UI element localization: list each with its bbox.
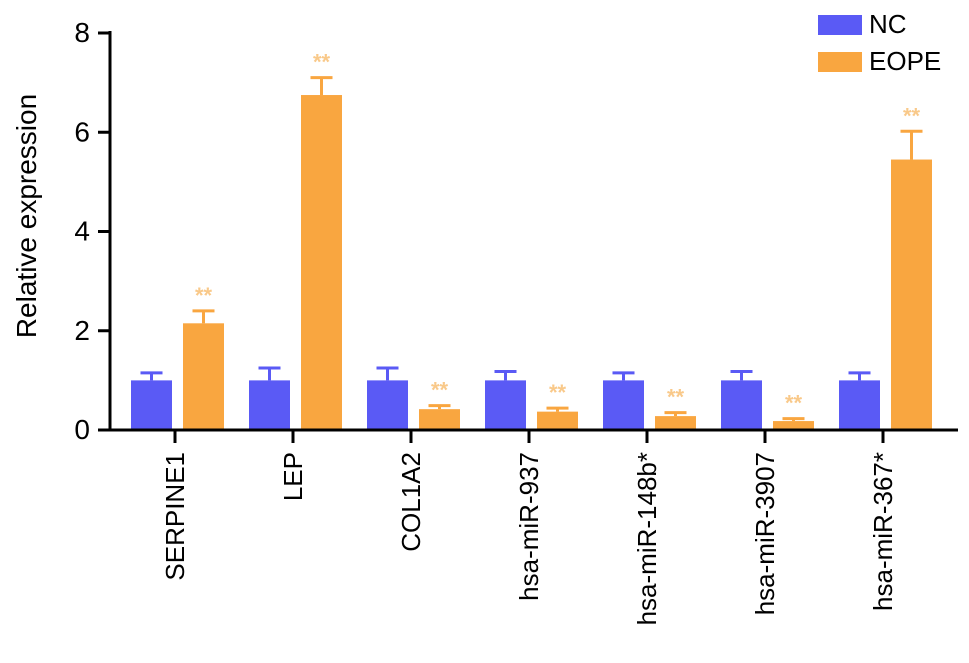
bar-eope (655, 416, 696, 429)
y-tick-label-0: 0 (74, 414, 90, 445)
bar-nc (249, 380, 290, 429)
significance-marker: ** (903, 103, 921, 128)
y-tick-label-8: 8 (74, 17, 90, 48)
bar-nc (839, 380, 880, 429)
bar-eope (773, 421, 814, 429)
y-tick-label-2: 2 (74, 315, 90, 346)
category-label: hsa-miR-148b* (632, 452, 662, 625)
bar-nc (721, 380, 762, 429)
bar-nc (603, 380, 644, 429)
x-axis: SERPINE1 LEP COL1A2 hsa-miR-937 hsa-miR-148b… (109, 428, 958, 625)
bar-eope (537, 411, 578, 429)
bar-eope (419, 409, 460, 429)
significance-marker: ** (195, 283, 213, 308)
legend-label-nc: NC (869, 9, 907, 39)
category-label: hsa-miR-3907 (750, 452, 780, 615)
significance-marker: ** (549, 380, 567, 405)
bar-nc (485, 380, 526, 429)
bar-eope (301, 95, 342, 429)
category-label: hsa-miR-937 (514, 452, 544, 601)
bar-eope (891, 159, 932, 429)
significance-marker: ** (667, 385, 685, 410)
significance-marker: ** (785, 391, 803, 416)
y-axis-title: Relative expression (11, 94, 42, 338)
bars: ** ** ** ** ** ** ** (131, 50, 932, 429)
bar-eope (183, 323, 224, 429)
y-tick-label-4: 4 (74, 216, 90, 247)
legend-label-eope: EOPE (869, 46, 941, 76)
legend-swatch-nc (818, 15, 862, 35)
bar-nc (367, 380, 408, 429)
significance-marker: ** (431, 378, 449, 403)
category-label: SERPINE1 (160, 452, 190, 581)
legend: NC EOPE (818, 9, 941, 76)
category-label: LEP (278, 452, 308, 501)
category-label: hsa-miR-367* (868, 452, 898, 611)
y-axis: 0 2 4 6 8 (74, 17, 112, 445)
y-tick-label-6: 6 (74, 116, 90, 147)
significance-marker: ** (313, 50, 331, 75)
legend-swatch-eope (818, 52, 862, 72)
category-label: COL1A2 (396, 452, 426, 552)
bar-nc (131, 380, 172, 429)
